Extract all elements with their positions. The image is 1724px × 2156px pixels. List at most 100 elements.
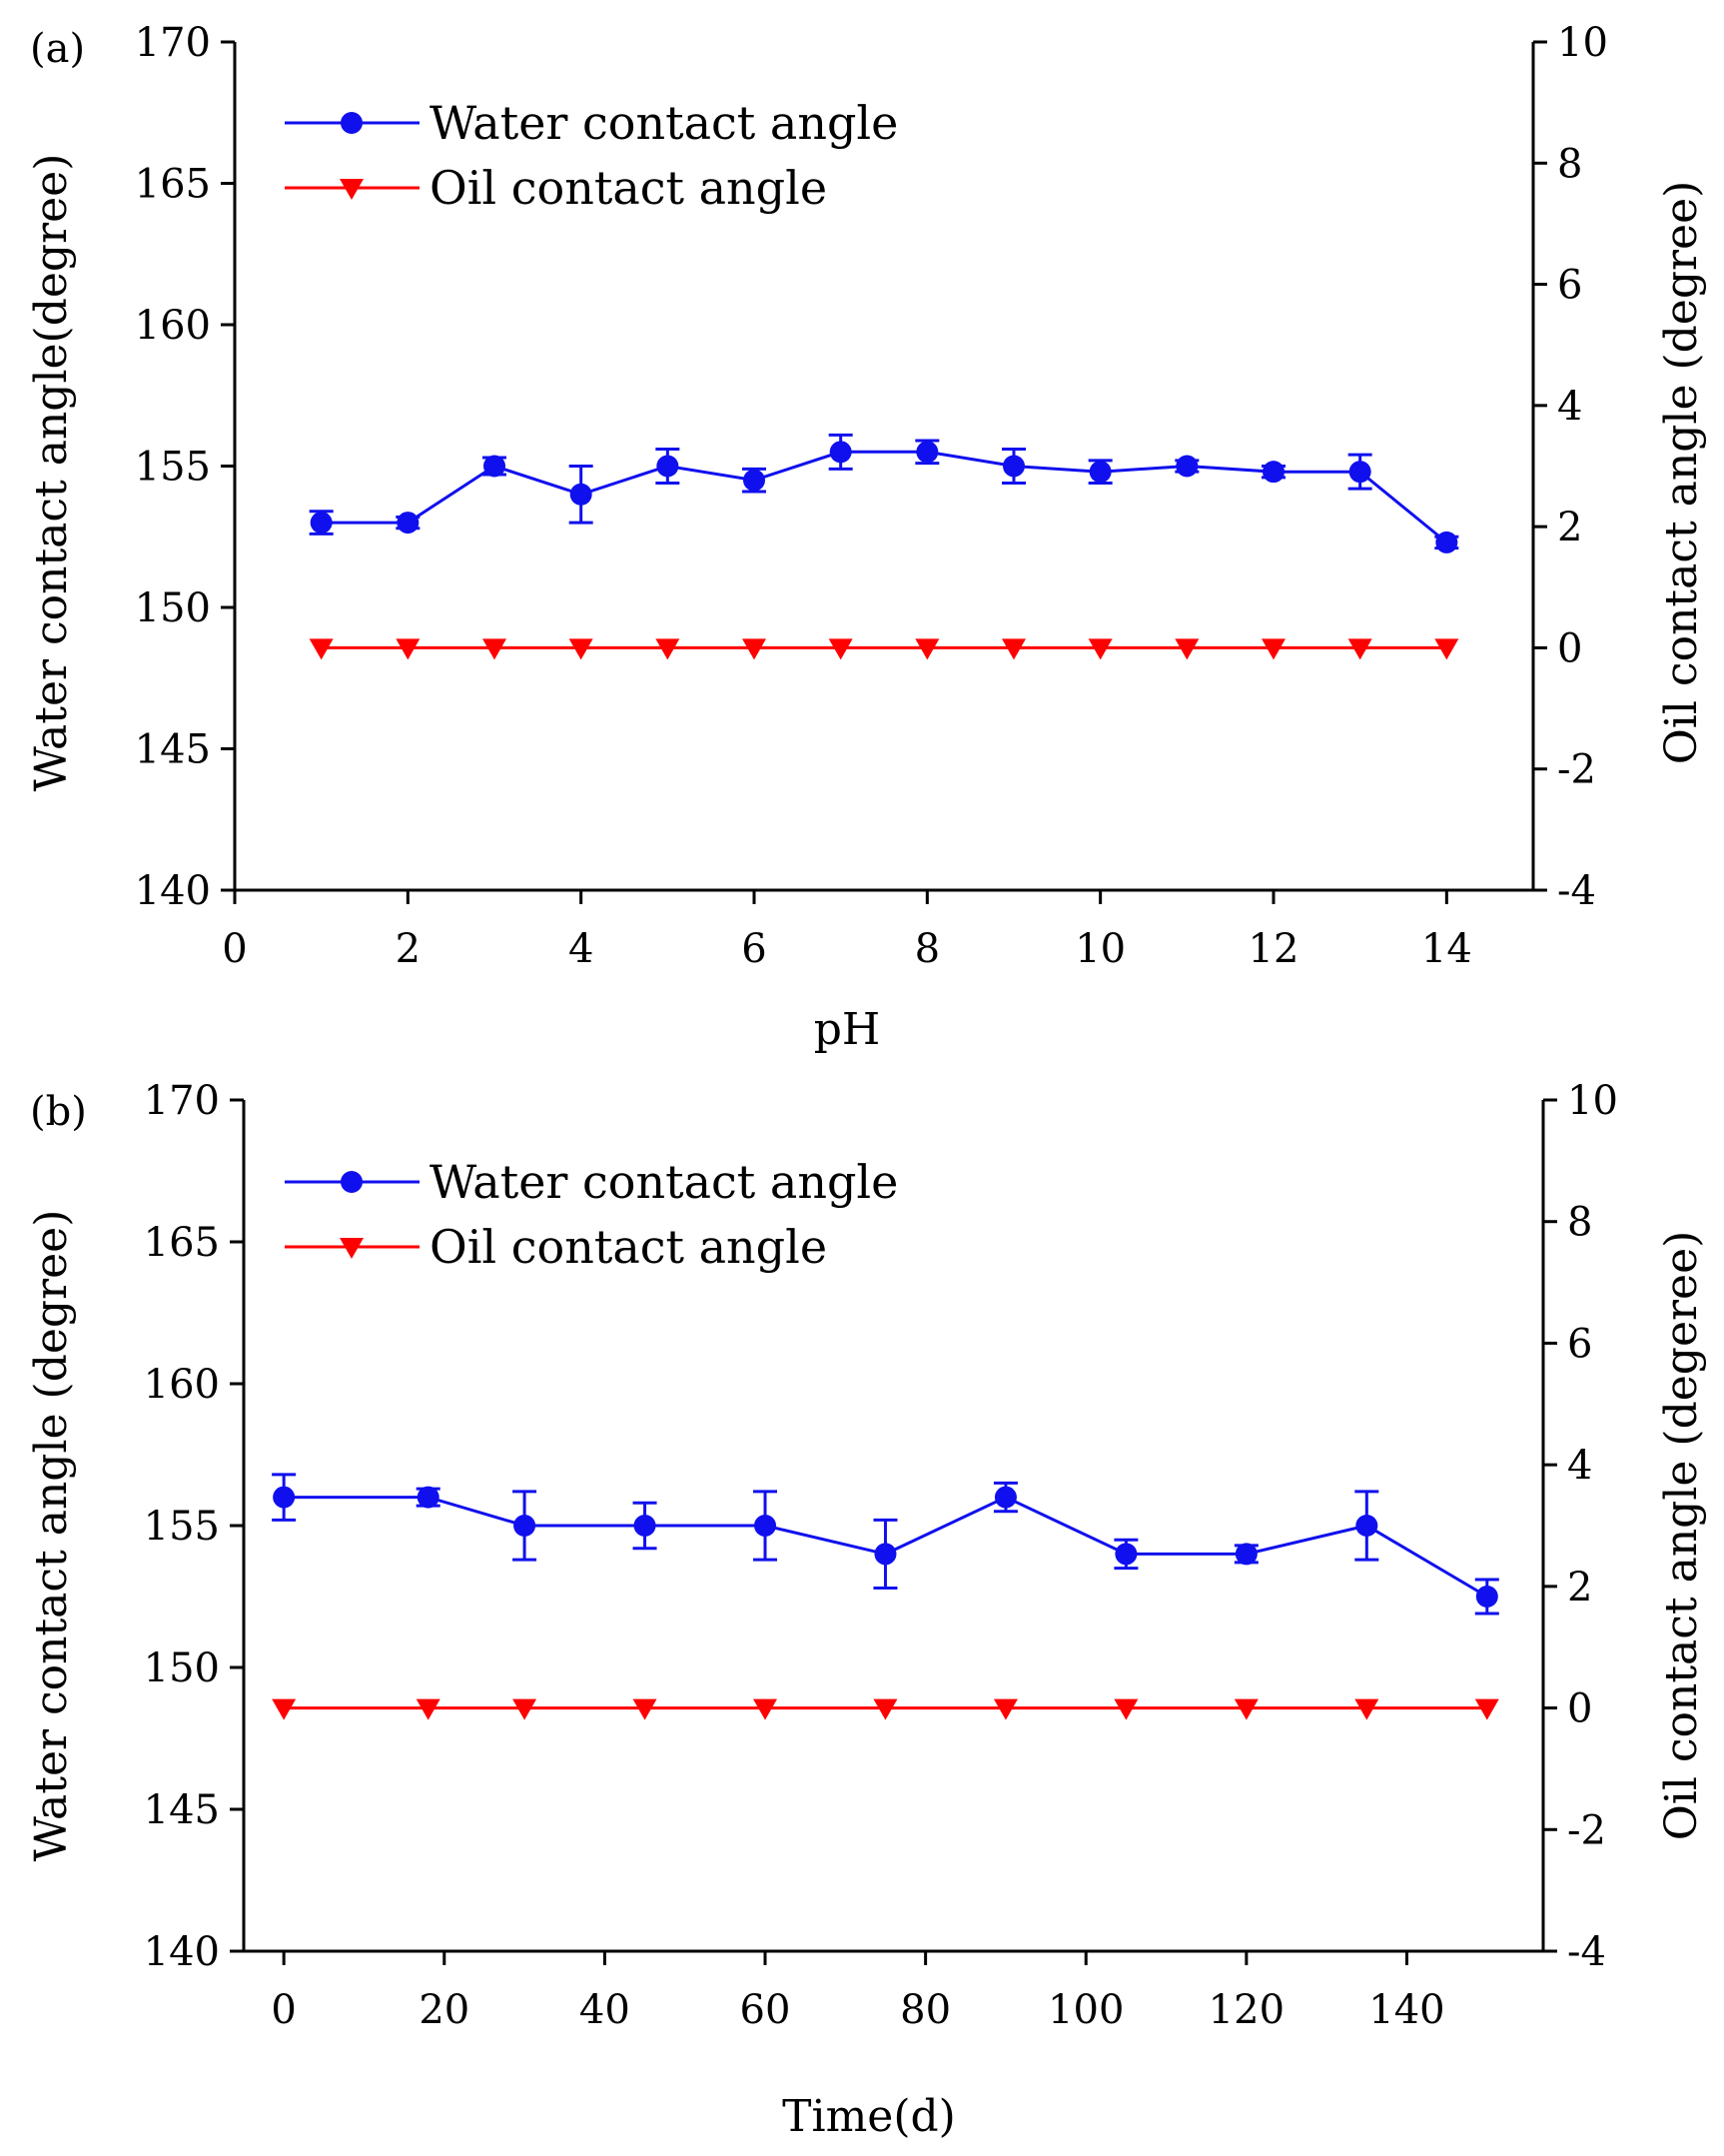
y-tick-label-left: 140 [144,1929,220,1975]
oil-data-point [1354,1698,1379,1720]
water-data-point [1348,461,1371,484]
y-tick-label-left: 150 [144,1645,220,1691]
oil-data-point [1347,638,1372,660]
oil-data-point [1434,638,1459,660]
oil-data-point [1088,638,1113,660]
series-line-water [321,450,1448,544]
oil-data-point [632,1698,657,1720]
y-tick-label-right: -2 [1557,747,1596,793]
legend-water-label: Water contact angle [430,1155,898,1209]
x-tick-label: 2 [396,926,421,972]
x-tick-label: 20 [419,1987,469,2033]
water-data-point [1176,455,1199,478]
y-tick-label-left: 155 [144,1504,220,1550]
y-tick-label-left: 145 [135,727,211,773]
x-tick-label: 4 [568,926,593,972]
y-tick-label-right: -4 [1557,868,1596,914]
y-tick-label-right: 0 [1567,1686,1592,1732]
water-data-point [1115,1543,1138,1566]
water-data-point [310,512,333,535]
x-axis-label: pH [814,1004,881,1055]
x-tick-label: 140 [1368,1987,1444,2033]
oil-data-point [915,638,940,660]
x-tick-label: 120 [1209,1987,1285,2033]
legend-oil-marker [340,1238,364,1259]
legend: Water contact angle Oil contact angle [285,96,898,215]
y-tick-label-right: -2 [1567,1807,1606,1853]
legend-water-label: Water contact angle [430,96,898,150]
oil-data-point [1002,638,1026,660]
legend-oil-marker [340,179,364,200]
legend-water-marker [341,1171,363,1193]
x-tick-label: 40 [579,1987,630,2033]
y-tick-label-left: 165 [144,1220,220,1266]
y-tick-label-left: 160 [144,1362,220,1408]
water-data-point [829,441,852,464]
chart-panel-b: (b) 0 20 40 60 80 100 120 140140145150155160165… [26,1078,1707,2142]
water-data-point [417,1486,439,1509]
x-tick-label: 0 [222,926,247,972]
oil-data-point [272,1698,297,1720]
x-tick-label: 8 [915,926,940,972]
legend-water-marker [341,112,363,134]
oil-data-point [828,638,853,660]
x-tick-label: 60 [740,1987,791,2033]
water-data-point [1475,1586,1498,1608]
y-tick-label-right: 0 [1557,625,1582,671]
oil-data-point [1262,638,1286,660]
water-data-point [1355,1515,1378,1537]
oil-data-point [1114,1698,1139,1720]
water-data-point [513,1515,536,1537]
x-tick-label: 6 [741,926,766,972]
legend-oil-label: Oil contact angle [430,161,827,215]
y-tick-label-right: 2 [1557,505,1582,550]
y-tick-label-right: -4 [1567,1929,1606,1975]
water-data-point [743,469,765,492]
oil-data-point [482,638,506,660]
oil-data-point [753,1698,778,1720]
y-tick-label-right: 4 [1557,384,1582,430]
x-tick-label: 0 [271,1987,296,2033]
plot-area: 0 2 4 6 8 10 12 14 140 145 150 155 160 165 170 -4 -2 0 2 4 6… [135,20,1608,972]
x-tick-label: 80 [900,1987,951,2033]
legend: Water contact angle Oil contact angle [285,1155,898,1274]
y-axis-label-left: Water contact angle (degree) [26,1210,77,1862]
legend-oil-label: Oil contact angle [430,1220,827,1274]
y-tick-label-left: 140 [135,868,211,914]
oil-data-point [416,1698,440,1720]
oil-data-point [873,1698,898,1720]
x-tick-label: 100 [1048,1987,1124,2033]
oil-data-point [1234,1698,1259,1720]
chart-panel-a: (a) 0 2 4 6 8 10 12 14 140 145 150 155 160 165 170 -4 -2… [26,20,1707,1055]
water-data-point [656,455,679,478]
water-data-point [1235,1543,1258,1566]
y-tick-label-left: 155 [135,445,211,491]
y-tick-label-right: 4 [1567,1443,1592,1489]
y-tick-label-left: 170 [144,1078,220,1124]
water-data-point [633,1515,656,1537]
panel-label: (b) [30,1089,87,1135]
y-tick-label-right: 10 [1567,1078,1618,1124]
y-tick-label-right: 6 [1557,263,1582,309]
water-data-point [1003,455,1025,478]
plot-area: 0 20 40 60 80 100 120 140140145150155160165170-… [144,1078,1618,2033]
x-tick-label: 14 [1421,926,1472,972]
x-tick-label: 12 [1249,926,1299,972]
y-axis-label-right: Oil contact angle (degree) [1656,181,1707,765]
y-tick-label-right: 10 [1557,20,1608,66]
oil-data-point [993,1698,1018,1720]
y-tick-label-right: 6 [1567,1321,1592,1367]
water-data-point [994,1486,1017,1509]
y-tick-label-left: 145 [144,1787,220,1833]
y-tick-label-right: 8 [1567,1200,1592,1246]
y-tick-label-left: 170 [135,20,211,66]
x-tick-label: 10 [1075,926,1126,972]
water-data-point [916,441,939,464]
water-data-point [397,512,420,535]
y-tick-label-left: 150 [135,585,211,631]
x-axis-label: Time(d) [782,2091,956,2142]
y-tick-label-right: 8 [1557,141,1582,187]
oil-data-point [655,638,680,660]
water-data-point [483,455,505,478]
y-tick-label-left: 165 [135,162,211,208]
